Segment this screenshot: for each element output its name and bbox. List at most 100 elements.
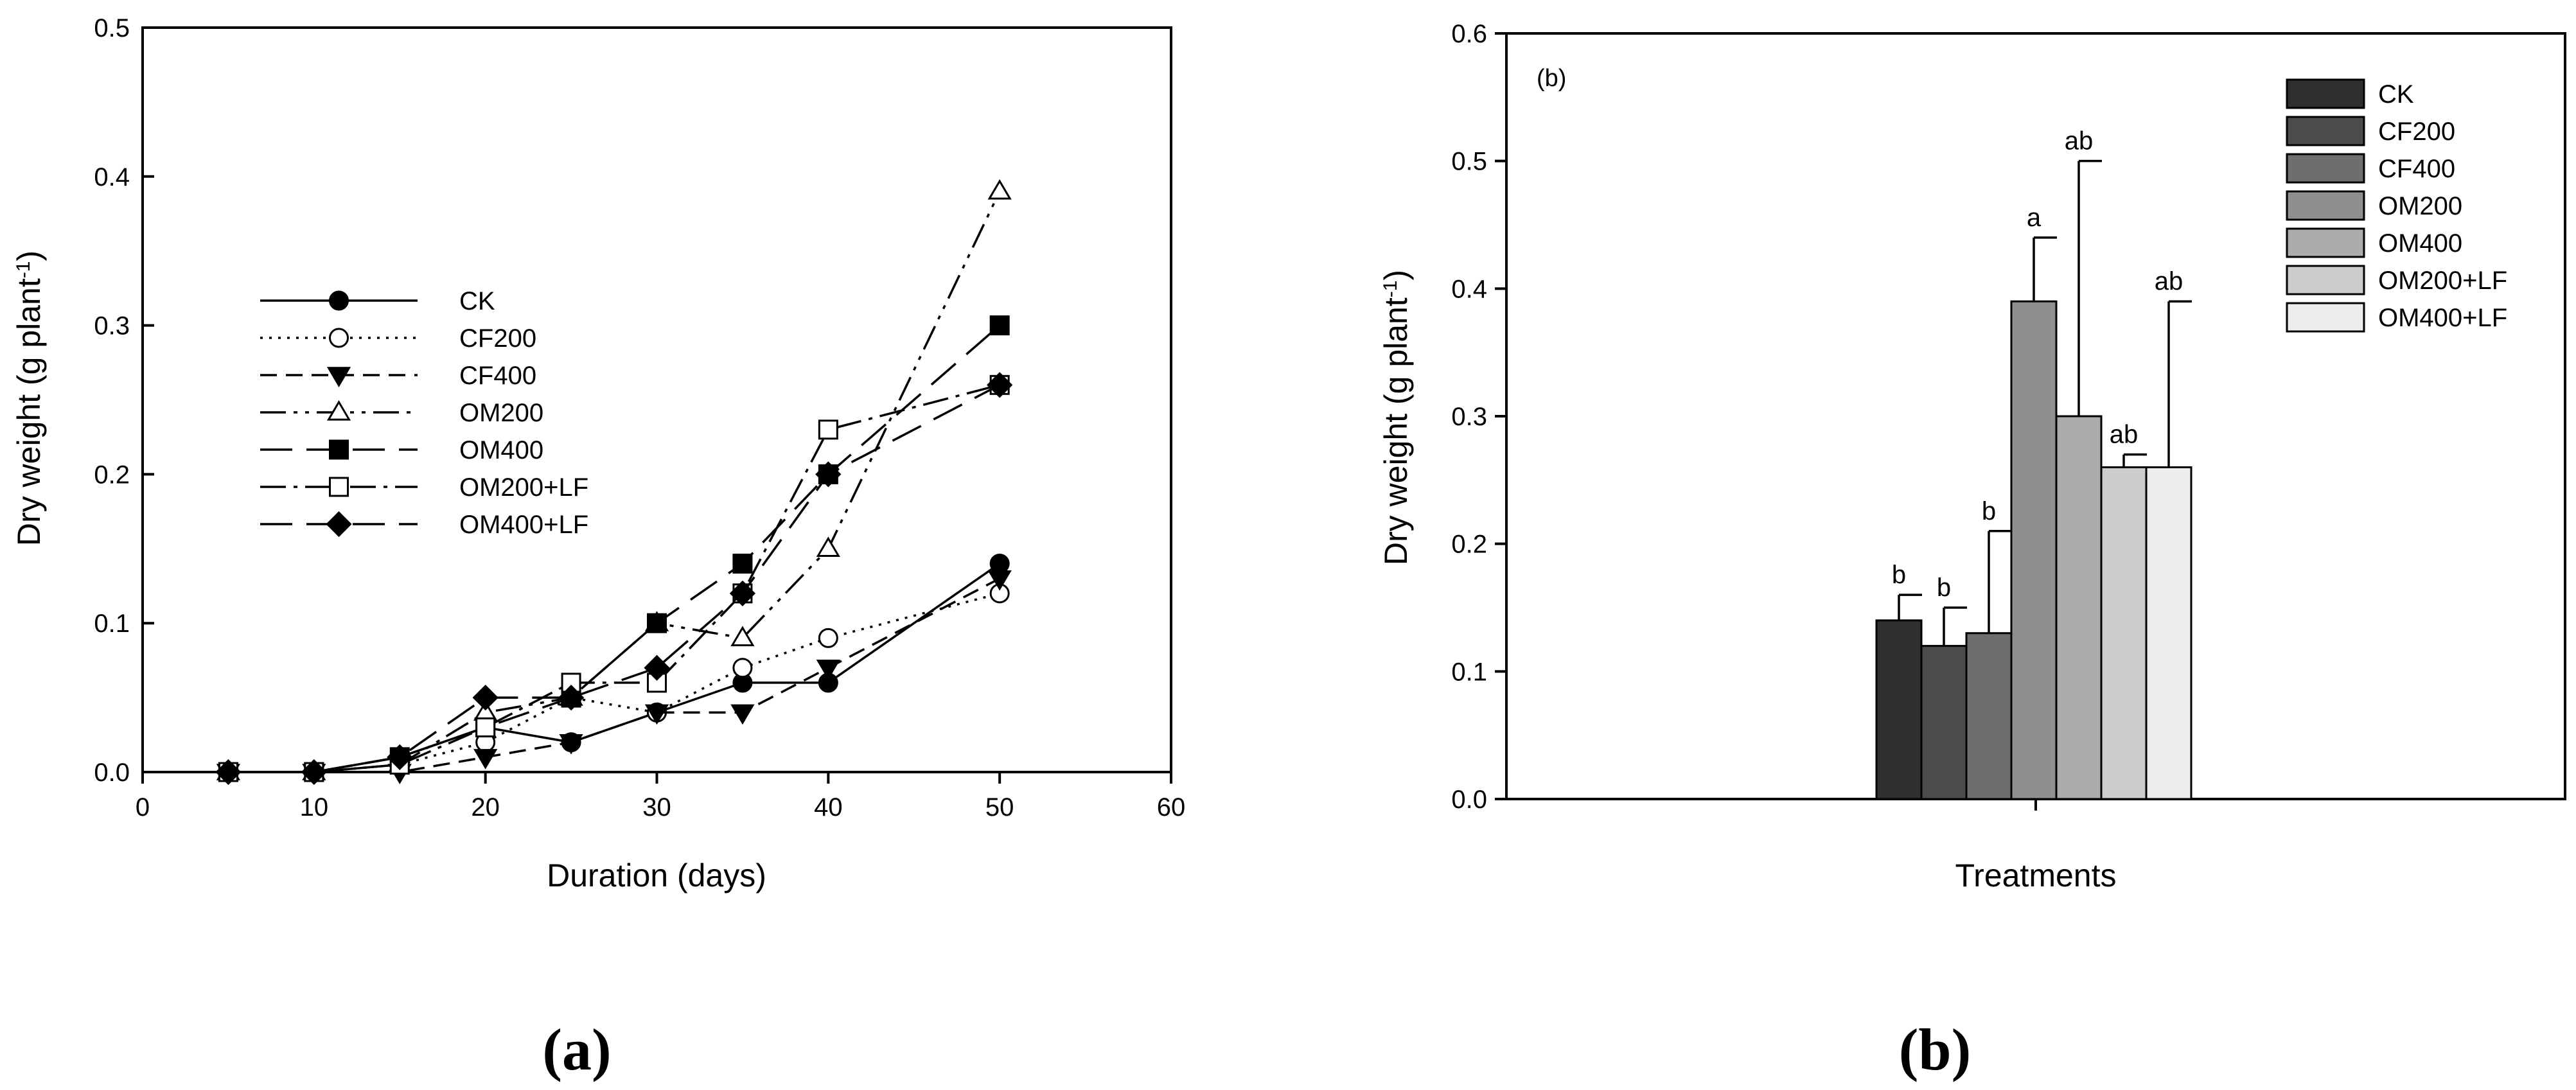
series-line (228, 563, 1001, 773)
y-tick-label: 0.0 (1451, 786, 1487, 814)
legend-label: CF200 (459, 324, 536, 353)
legend-marker (329, 477, 349, 497)
data-point (387, 744, 413, 770)
y-axis-title-sup: -1 (1380, 281, 1401, 298)
data-point (647, 613, 667, 633)
legend-marker (329, 328, 349, 348)
legend-label: CK (459, 287, 495, 315)
data-point (815, 461, 842, 488)
inner-panel-label: (b) (1537, 65, 1566, 92)
legend-label: OM200 (2378, 192, 2462, 220)
data-point (301, 759, 327, 786)
legend-marker (326, 511, 352, 538)
series-layer (215, 179, 1013, 786)
data-point (732, 658, 753, 678)
y-axis-ticks: 0.0 0.1 0.2 0.3 0.4 0.5 (94, 14, 154, 787)
x-tick-label: 0 (136, 793, 150, 822)
data-point (816, 536, 840, 557)
y-axis-ticks: 0.0 0.1 0.2 0.3 0.4 0.5 0.6 (1451, 20, 1506, 814)
y-tick-label: 0.2 (1451, 531, 1487, 559)
bar (1875, 619, 1923, 800)
data-point (818, 419, 838, 440)
bar (2055, 415, 2103, 800)
y-axis-title-tail: ) (1378, 270, 1414, 281)
bar (1965, 632, 2013, 800)
significance-label: ab (2065, 127, 2094, 155)
x-tick-label: 20 (471, 793, 500, 822)
x-axis-title: Treatments (1955, 857, 2116, 893)
legend-swatch (2286, 116, 2365, 146)
y-tick-label: 0.0 (94, 759, 130, 787)
bar (1920, 645, 1968, 800)
x-tick-label: 30 (642, 793, 671, 822)
data-point (987, 372, 1013, 398)
y-tick-label: 0.2 (94, 461, 130, 489)
bar (2145, 466, 2192, 800)
data-point (730, 704, 755, 725)
legend-label: OM200+LF (2378, 267, 2507, 295)
legend: CK CF200 CF400 OM200 OM400 OM200+LF OM400+LF (260, 287, 588, 539)
significance-label: ab (2110, 421, 2139, 449)
x-tick-label: 60 (1157, 793, 1186, 822)
legend-swatch (2286, 190, 2365, 221)
series-line (228, 324, 1001, 773)
data-point (989, 315, 1010, 336)
data-point (987, 179, 1012, 200)
data-point (730, 626, 755, 647)
bar (2100, 466, 2148, 800)
panel-label-b: (b) (1899, 1017, 1971, 1082)
y-axis-title-main: Dry weight (g plant (11, 278, 47, 546)
data-point (215, 759, 242, 786)
y-tick-label: 0.1 (1451, 658, 1487, 686)
legend: CK CF200 CF400 OM200 OM400 OM200+LF OM400+LF (2286, 78, 2507, 333)
legend-label: OM400 (459, 436, 543, 464)
y-tick-label: 0.1 (94, 610, 130, 638)
legend-label: OM200 (459, 399, 543, 427)
y-tick-label: 0.4 (1451, 275, 1487, 303)
y-tick-label: 0.5 (1451, 148, 1487, 176)
legend-label: OM400+LF (2378, 304, 2507, 332)
y-axis-title-main: Dry weight (g plant (1378, 297, 1414, 565)
y-axis-title: Dry weight (g plant-1) (1378, 270, 1414, 565)
significance-label: b (1937, 574, 1951, 602)
data-point (559, 734, 583, 755)
legend-marker (329, 290, 349, 311)
legend-label: CF400 (459, 362, 536, 390)
series-line (228, 592, 1000, 773)
x-axis-ticks: 0 10 20 30 40 50 60 (136, 772, 1185, 822)
y-axis-title-sup: -1 (13, 261, 34, 279)
data-point (644, 655, 670, 681)
legend-label: OM400+LF (459, 511, 588, 539)
y-axis-title: Dry weight (g plant-1) (11, 251, 47, 546)
legend-marker (326, 400, 351, 421)
x-tick-label: 40 (814, 793, 843, 822)
data-point (729, 580, 756, 606)
y-tick-label: 0.5 (94, 14, 130, 42)
series-line (228, 577, 1000, 773)
data-point (989, 553, 1010, 574)
x-axis-title: Duration (days) (547, 857, 766, 893)
y-tick-label: 0.4 (94, 163, 130, 191)
data-point (558, 684, 585, 711)
legend-swatch (2286, 302, 2365, 333)
significance-label: b (1892, 561, 1906, 589)
data-point (473, 749, 498, 769)
data-point (732, 553, 753, 574)
x-tick-label: 50 (985, 793, 1014, 822)
x-tick-label: 10 (300, 793, 329, 822)
legend-swatch (2286, 153, 2365, 184)
legend-swatch (2286, 265, 2365, 295)
legend-label: OM400 (2378, 229, 2462, 258)
legend-marker (329, 439, 349, 460)
legend-swatch (2286, 78, 2365, 109)
line-chart-panel: 0.0 0.1 0.2 0.3 0.4 0.5 0 10 20 30 40 50 60 Dry wei… (11, 14, 1185, 1082)
y-axis-title-tail: ) (11, 251, 47, 261)
series-line (228, 383, 1000, 773)
y-tick-label: 0.3 (1451, 403, 1487, 431)
data-point (644, 704, 669, 725)
data-point (472, 684, 498, 711)
significance-label: b (1982, 497, 1996, 525)
significance-label: a (2027, 204, 2042, 232)
legend-label: CK (2378, 80, 2414, 109)
